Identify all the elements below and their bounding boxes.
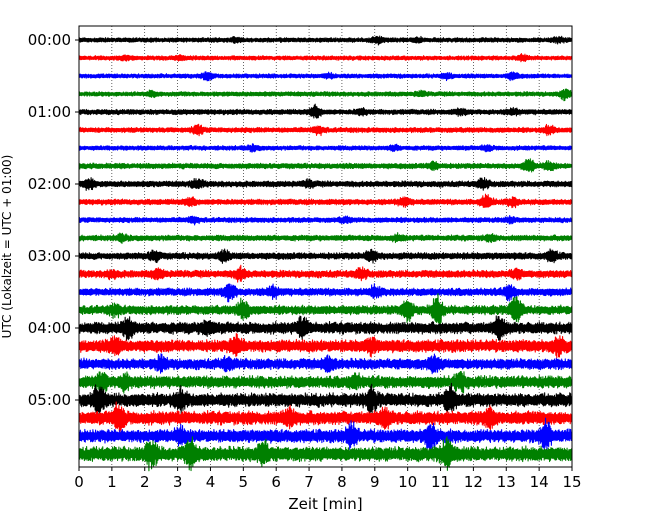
x-tick-label: 11	[431, 473, 450, 491]
x-tick-label: 5	[239, 473, 249, 491]
x-tick-label: 15	[562, 473, 581, 491]
seismic-trace	[78, 88, 573, 102]
seismic-trace	[78, 143, 573, 153]
seismic-trace	[78, 401, 573, 434]
y-tick-label: 05:00	[28, 391, 71, 409]
x-tick-label: 4	[206, 473, 216, 491]
x-tick-label: 9	[370, 473, 380, 491]
plot-frame	[78, 25, 573, 468]
x-tick-label: 10	[398, 473, 417, 491]
y-axis-label: UTC (Lokalzeit = UTC + 01:00)	[0, 155, 14, 339]
seismic-trace	[78, 417, 573, 453]
seismic-trace	[78, 264, 573, 283]
seismic-trace	[78, 353, 573, 375]
seismic-trace	[78, 177, 573, 191]
x-tick-label: 7	[304, 473, 314, 491]
y-tick-label: 03:00	[28, 247, 71, 265]
x-tick-label: 3	[173, 473, 183, 491]
seismic-trace	[78, 35, 573, 46]
seismic-trace	[78, 71, 573, 82]
y-tick-label: 02:00	[28, 175, 71, 193]
x-tick-label: 13	[497, 473, 516, 491]
trace-layer	[78, 35, 573, 472]
seismic-trace	[78, 52, 573, 63]
seismic-trace	[78, 382, 573, 417]
x-tick-label: 1	[107, 473, 117, 491]
x-axis: 0 1 2 3 4 5 6 7 8 9 10 11 12 13 14 15	[74, 467, 582, 491]
x-tick-label: 6	[271, 473, 281, 491]
seismic-trace	[78, 123, 573, 137]
y-tick-label: 01:00	[28, 103, 71, 121]
seismic-trace	[78, 315, 573, 342]
seismic-trace	[78, 283, 573, 303]
seismic-trace	[78, 103, 573, 119]
seismic-trace	[78, 193, 573, 209]
y-axis: 00:00 01:00 02:00 03:00 04:00 05:00	[28, 31, 79, 409]
seismic-trace	[78, 293, 573, 325]
seismic-trace	[78, 436, 573, 472]
y-tick-label: 04:00	[28, 319, 71, 337]
seismic-trace	[78, 370, 573, 395]
seismic-trace	[78, 214, 573, 226]
x-axis-label: Zeit [min]	[288, 495, 362, 513]
seismic-trace	[78, 158, 573, 173]
seismic-trace	[78, 248, 573, 264]
seismic-trace	[78, 332, 573, 359]
y-tick-label: 00:00	[28, 31, 71, 49]
seismic-trace	[78, 232, 573, 244]
x-tick-label: 2	[140, 473, 150, 491]
x-tick-label: 12	[464, 473, 483, 491]
x-tick-label: 14	[530, 473, 549, 491]
x-tick-label: 8	[337, 473, 347, 491]
x-tick-label: 0	[74, 473, 84, 491]
